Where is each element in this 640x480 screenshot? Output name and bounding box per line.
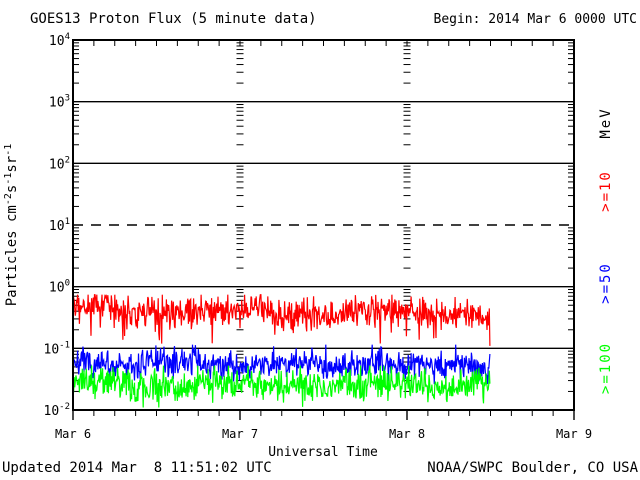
day-boundary-ticks [236,42,411,392]
right-axis-label-50: >=50 [598,262,614,304]
begin-time-label: Begin: 2014 Mar 6 0000 UTC [434,12,638,27]
y-tick-label: 101 [49,217,70,234]
series--100-mev [72,365,491,408]
series--10-mev [72,294,491,346]
y-tick-label: 103 [49,94,70,111]
x-tick-label: Mar 9 [556,427,592,441]
right-axis-label-MeV: MeV [598,107,614,138]
y-tick-label: 104 [49,32,70,49]
right-axis-label-10: >=10 [598,170,614,212]
x-tick-label: Mar 6 [55,427,91,441]
right-axis-label-100: >=100 [598,342,614,394]
y-tick-label: 10-2 [44,402,71,419]
x-tick-label: Mar 8 [389,427,425,441]
source-attribution: NOAA/SWPC Boulder, CO USA [427,460,638,476]
y-tick-label: 10-1 [44,340,71,357]
right-axis-labels: MeV >=10 >=50 >=100 [598,107,614,394]
plot-frame [72,39,575,411]
gridlines [73,100,574,350]
y-axis-tick-labels: 104 103 102 101 100 10-1 10-2 [44,32,71,419]
y-tick-label: 102 [49,155,70,172]
x-tick-label: Mar 7 [222,427,258,441]
updated-timestamp: Updated 2014 Mar 8 11:51:02 UTC [2,460,272,476]
data-series [72,294,491,408]
y-axis-title-text: Particles cm-2​s-1​sr-1​ [3,144,20,307]
series--50-mev [72,344,491,385]
x-axis-tick-labels: Mar 6 Mar 7 Mar 8 Mar 9 [55,427,592,441]
x-axis-title: Universal Time [268,445,378,460]
chart-title: GOES13 Proton Flux (5 minute data) [30,11,317,27]
y-tick-label: 100 [49,279,70,296]
y-axis-title: Particles cm-2​s-1​sr-1​ [3,144,20,307]
